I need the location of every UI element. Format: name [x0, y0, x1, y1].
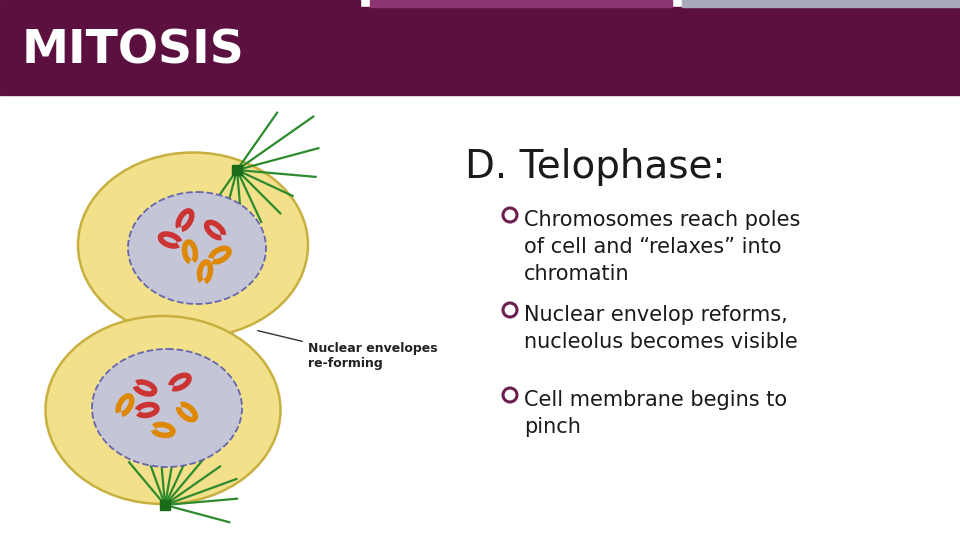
- Bar: [0, 0, 360, 7]
- Text: Nuclear envelop reforms,
nucleolus becomes visible: Nuclear envelop reforms, nucleolus becom…: [524, 305, 798, 352]
- Ellipse shape: [45, 316, 280, 504]
- Text: Nuclear envelopes
re-forming: Nuclear envelopes re-forming: [308, 342, 438, 370]
- Bar: [160, 500, 170, 510]
- Text: D. Telophase:: D. Telophase:: [465, 148, 725, 186]
- Bar: [370, 0, 672, 7]
- Ellipse shape: [78, 152, 308, 338]
- Bar: [682, 0, 960, 7]
- Text: Chromosomes reach poles
of cell and “relaxes” into
chromatin: Chromosomes reach poles of cell and “rel…: [524, 210, 801, 285]
- Ellipse shape: [128, 192, 266, 304]
- Bar: [232, 165, 242, 175]
- Ellipse shape: [92, 349, 242, 467]
- Bar: [0, 7, 960, 95]
- Text: MITOSIS: MITOSIS: [22, 29, 245, 73]
- Text: Cell membrane begins to
pinch: Cell membrane begins to pinch: [524, 390, 787, 437]
